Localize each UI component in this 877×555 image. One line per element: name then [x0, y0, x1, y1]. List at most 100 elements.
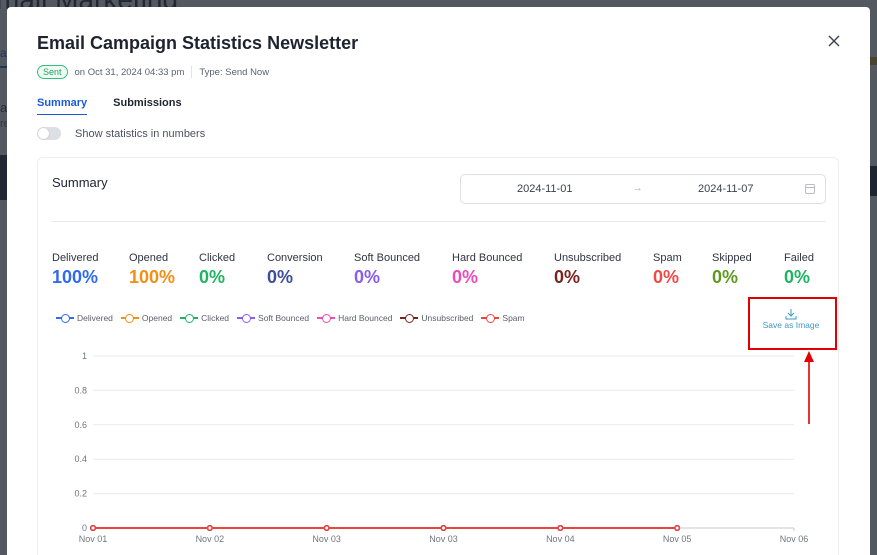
stat-hard-bounced: Hard Bounced 0%	[452, 252, 522, 288]
data-point	[323, 525, 330, 531]
chart-legend: Delivered Opened Clicked Soft Bounced Hard B…	[56, 313, 525, 323]
y-tick-label: 0.2	[74, 489, 87, 499]
legend-marker-icon	[56, 313, 74, 323]
legend-marker-icon	[317, 313, 336, 323]
divider	[52, 221, 826, 222]
y-tick-label: 1	[82, 351, 87, 361]
legend-marker-icon	[237, 313, 256, 323]
sent-date: on Oct 31, 2024 04:33 pm	[74, 66, 185, 78]
stat-label: Skipped	[712, 252, 752, 264]
stat-label: Opened	[129, 252, 169, 264]
statistics-toggle-row: Show statistics in numbers	[37, 127, 205, 140]
data-point	[674, 525, 681, 531]
stat-conversion: Conversion 0%	[267, 252, 323, 288]
save-as-image-label: Save as Image	[762, 320, 820, 330]
legend-item[interactable]: Delivered	[56, 313, 113, 323]
stat-value: 0%	[554, 267, 581, 287]
x-tick-label: Nov 03	[312, 534, 341, 544]
legend-marker-icon	[180, 313, 199, 323]
stat-clicked: Clicked 0%	[199, 252, 235, 288]
stat-label: Unsubscribed	[554, 252, 622, 264]
data-point	[440, 525, 447, 531]
stat-label: Clicked	[199, 252, 236, 264]
stat-label: Failed	[784, 252, 814, 264]
legend-item[interactable]: Unsubscribed	[400, 313, 473, 323]
legend-item[interactable]: Hard Bounced	[317, 313, 392, 323]
stat-spam: Spam 0%	[653, 252, 682, 288]
date-start-input[interactable]: 2024-11-01	[517, 183, 573, 195]
send-type: Type: Send Now	[199, 66, 270, 78]
legend-item[interactable]: Spam	[481, 313, 525, 323]
y-tick-label: 0.6	[74, 420, 87, 430]
y-tick-label: 0.8	[74, 385, 87, 395]
data-point	[206, 525, 213, 531]
y-tick-label: 0	[82, 523, 87, 533]
x-tick-label: Nov 06	[780, 534, 809, 544]
legend-marker-icon	[481, 313, 500, 323]
annotation-arrow-icon	[804, 351, 814, 424]
legend-label: Delivered	[77, 313, 113, 323]
stat-label: Delivered	[52, 252, 99, 264]
legend-label: Unsubscribed	[421, 313, 474, 323]
legend-marker-icon	[400, 313, 419, 323]
stat-unsubscribed: Unsubscribed 0%	[554, 252, 621, 288]
stat-opened: Opened 100%	[129, 252, 175, 288]
toggle-knob	[38, 128, 49, 139]
stat-value: 0%	[354, 267, 381, 287]
summary-card: Summary 2024-11-01 → 2024-11-07 Delivere…	[37, 157, 839, 555]
stat-value: 0%	[712, 267, 739, 287]
legend-label: Soft Bounced	[258, 313, 310, 323]
line-chart: 0 0.2 0.4 0.6 0.8 1 Nov 01 Nov 02 Nov 03 Nov 03 No…	[74, 351, 809, 544]
highlight-box	[748, 297, 837, 350]
status-badge: Sent	[37, 65, 68, 79]
x-tick-label: Nov 01	[79, 534, 108, 544]
data-point	[557, 525, 564, 531]
legend-label: Hard Bounced	[338, 313, 393, 323]
stat-label: Hard Bounced	[452, 252, 523, 264]
tabs: Summary Submissions	[37, 97, 182, 115]
x-tick-label: Nov 03	[429, 534, 458, 544]
legend-marker-icon	[120, 313, 139, 323]
stat-label: Conversion	[267, 252, 323, 264]
summary-title: Summary	[52, 175, 108, 190]
show-numbers-toggle[interactable]	[37, 127, 61, 140]
legend-label: Clicked	[201, 313, 230, 323]
legend-label: Spam	[502, 313, 525, 323]
meta-divider	[191, 66, 193, 78]
legend-item[interactable]: Clicked	[180, 313, 229, 323]
x-tick-label: Nov 04	[546, 534, 575, 544]
stat-value: 0%	[653, 267, 680, 287]
stat-delivered: Delivered 100%	[52, 252, 98, 288]
stat-soft-bounced: Soft Bounced 0%	[354, 252, 420, 288]
legend-item[interactable]: Soft Bounced	[237, 313, 309, 323]
stat-value: 0%	[267, 267, 294, 287]
legend-label: Opened	[141, 313, 173, 323]
date-end-input[interactable]: 2024-11-07	[698, 183, 754, 195]
stat-value: 0%	[784, 267, 811, 287]
stat-label: Soft Bounced	[354, 252, 421, 264]
stat-failed: Failed 0%	[784, 252, 814, 288]
calendar-icon[interactable]	[805, 184, 815, 194]
data-point	[90, 525, 96, 531]
modal-title: Email Campaign Statistics Newsletter	[37, 33, 359, 53]
stat-skipped: Skipped 0%	[712, 252, 752, 288]
stat-value: 100%	[52, 267, 99, 287]
campaign-meta: Sent on Oct 31, 2024 04:33 pm Type: Send…	[37, 65, 269, 79]
download-icon	[785, 309, 797, 320]
stat-value: 0%	[199, 267, 226, 287]
y-tick-label: 0.4	[74, 454, 87, 464]
toggle-label: Show statistics in numbers	[75, 127, 206, 140]
legend-item[interactable]: Opened	[120, 313, 173, 323]
tab-submissions[interactable]: Submissions	[113, 97, 182, 109]
campaign-statistics-modal: Email Campaign Statistics Newsletter Sen…	[7, 7, 870, 555]
x-tick-label: Nov 02	[196, 534, 225, 544]
close-icon	[828, 35, 840, 47]
stat-value: 0%	[452, 267, 479, 287]
close-button[interactable]	[824, 31, 844, 51]
save-as-image-button[interactable]: Save as Image	[753, 306, 829, 346]
date-range-picker[interactable]: 2024-11-01 → 2024-11-07	[460, 174, 826, 204]
arrow-right-icon: →	[632, 182, 643, 194]
tab-summary[interactable]: Summary	[37, 97, 88, 115]
x-tick-label: Nov 05	[663, 534, 692, 544]
stat-value: 100%	[129, 267, 176, 287]
